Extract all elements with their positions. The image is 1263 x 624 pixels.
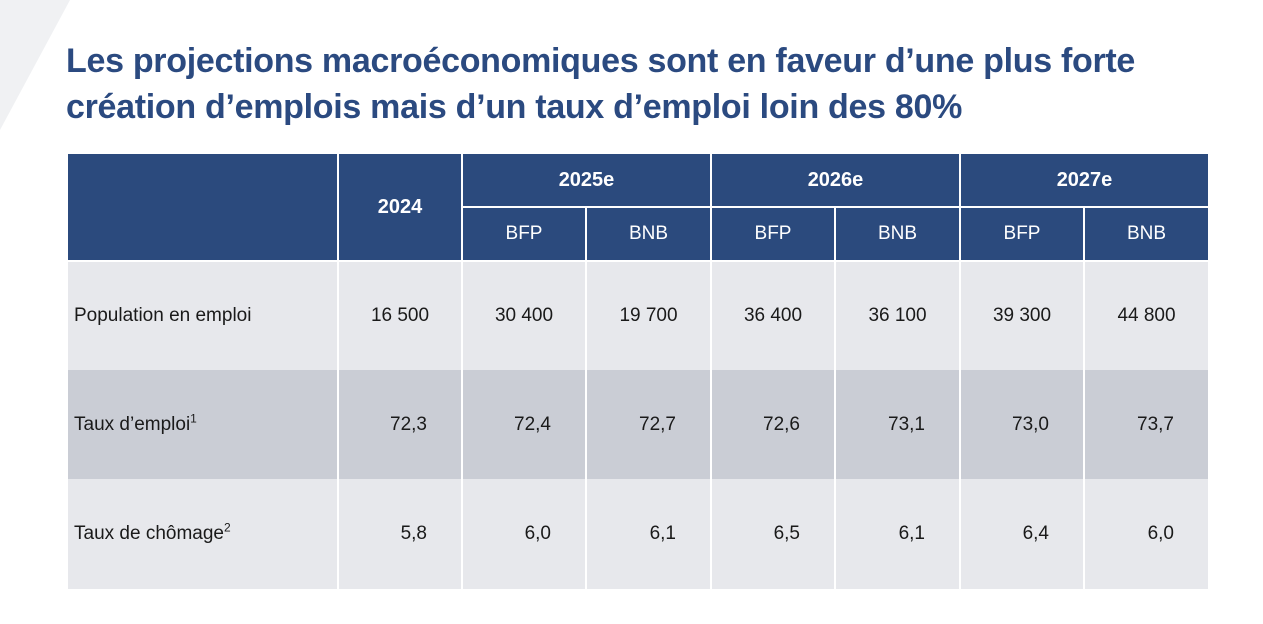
cell-2025-bnb: 19 700 — [585, 261, 712, 370]
cell-2025-bfp: 72,4 — [461, 370, 587, 479]
row-label: Taux de chômage2 — [66, 479, 339, 589]
table-row-unemployment-rate: Taux de chômage2 5,8 6,0 6,1 6,5 6,1 6,4… — [66, 479, 1210, 589]
cell-2027-bnb: 6,0 — [1083, 479, 1210, 589]
cell-2024: 5,8 — [337, 479, 463, 589]
cell-2027-bnb: 44 800 — [1083, 261, 1210, 370]
cell-2026-bfp: 6,5 — [710, 479, 836, 589]
cell-2026-bnb: 36 100 — [834, 261, 961, 370]
cell-2025-bfp: 6,0 — [461, 479, 587, 589]
header-2025-bnb: BNB — [585, 206, 712, 262]
header-year-2025: 2025e — [461, 152, 712, 208]
cell-2024: 72,3 — [337, 370, 463, 479]
cell-2026-bfp: 36 400 — [710, 261, 836, 370]
header-year-2027: 2027e — [959, 152, 1210, 208]
header-2025-bfp: BFP — [461, 206, 587, 262]
cell-2027-bfp: 6,4 — [959, 479, 1085, 589]
row-label: Taux d’emploi1 — [66, 370, 339, 479]
slide-title: Les projections macroéconomiques sont en… — [66, 42, 1136, 126]
header-2026-bnb: BNB — [834, 206, 961, 262]
header-year-2026: 2026e — [710, 152, 961, 208]
table-row-population: Population en emploi 16 500 30 400 19 70… — [66, 261, 1210, 370]
cell-2026-bnb: 6,1 — [834, 479, 961, 589]
header-2027-bnb: BNB — [1083, 206, 1210, 262]
cell-2027-bfp: 73,0 — [959, 370, 1085, 479]
table-row-employment-rate: Taux d’emploi1 72,3 72,4 72,7 72,6 73,1 … — [66, 370, 1210, 479]
header-2027-bfp: BFP — [959, 206, 1085, 262]
header-2026-bfp: BFP — [710, 206, 836, 262]
header-year-2024: 2024 — [337, 152, 463, 262]
cell-2026-bnb: 73,1 — [834, 370, 961, 479]
cell-2025-bnb: 72,7 — [585, 370, 712, 479]
cell-2025-bfp: 30 400 — [461, 261, 587, 370]
cell-2024: 16 500 — [337, 261, 463, 370]
cell-2027-bfp: 39 300 — [959, 261, 1085, 370]
header-empty-corner — [66, 152, 339, 262]
cell-2027-bnb: 73,7 — [1083, 370, 1210, 479]
projections-table: 2024 2025e 2026e 2027e BFP BNB BFP BNB B… — [66, 152, 1210, 589]
row-label: Population en emploi — [66, 261, 339, 370]
cell-2026-bfp: 72,6 — [710, 370, 836, 479]
cell-2025-bnb: 6,1 — [585, 479, 712, 589]
corner-decoration — [0, 0, 70, 130]
